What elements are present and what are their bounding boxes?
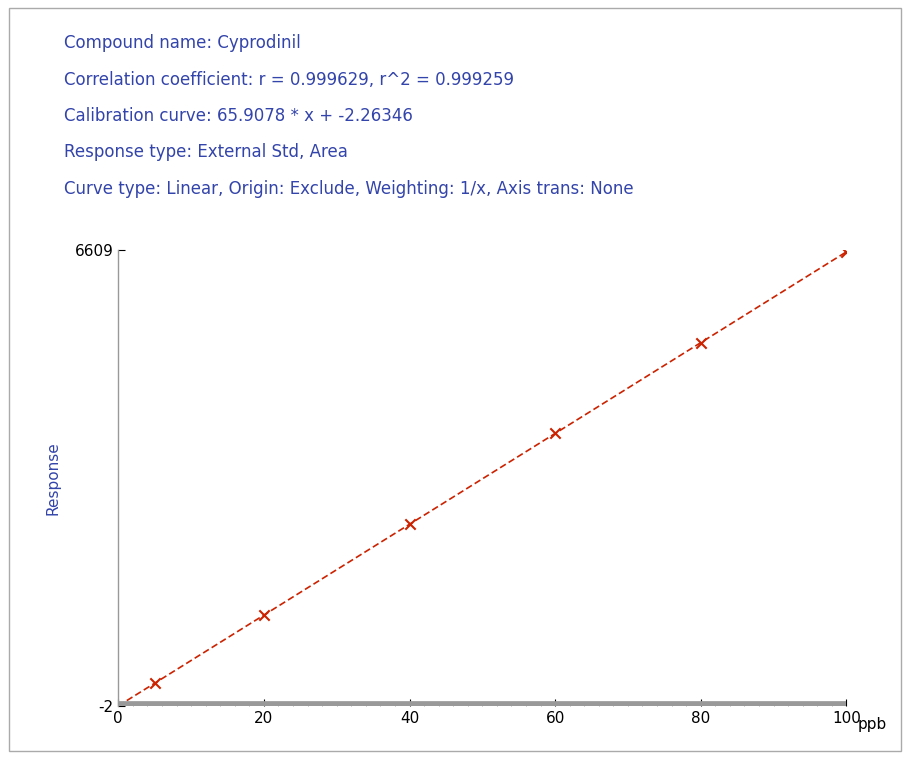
Text: ppb: ppb — [857, 717, 886, 732]
Point — [548, 427, 562, 439]
Point — [839, 246, 854, 258]
Text: Response type: External Std, Area: Response type: External Std, Area — [64, 143, 348, 162]
Point — [257, 609, 271, 621]
Y-axis label: Response: Response — [46, 441, 61, 515]
Point — [147, 677, 162, 689]
Text: Compound name: Cyprodinil: Compound name: Cyprodinil — [64, 34, 300, 52]
Text: Correlation coefficient: r = 0.999629, r^2 = 0.999259: Correlation coefficient: r = 0.999629, r… — [64, 71, 514, 89]
Text: Curve type: Linear, Origin: Exclude, Weighting: 1/x, Axis trans: None: Curve type: Linear, Origin: Exclude, Wei… — [64, 180, 633, 198]
Point — [402, 518, 417, 531]
Text: Calibration curve: 65.9078 * x + -2.26346: Calibration curve: 65.9078 * x + -2.2634… — [64, 107, 412, 125]
Point — [693, 336, 708, 348]
